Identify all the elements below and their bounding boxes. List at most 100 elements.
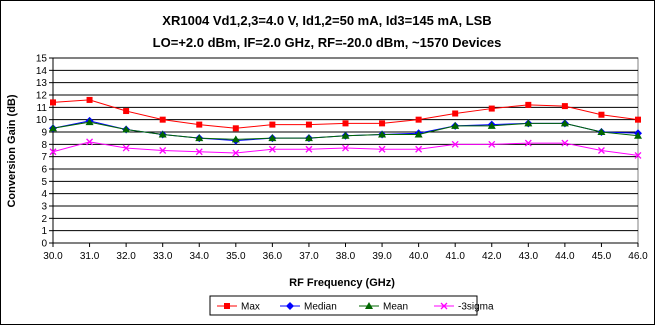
series-mean (49, 118, 642, 143)
data-point (159, 147, 167, 154)
data-point (414, 130, 423, 138)
data-point (451, 140, 459, 148)
data-point (305, 121, 312, 128)
data-point (85, 118, 94, 126)
data-point (195, 134, 204, 142)
data-point (524, 119, 533, 127)
data-point (123, 108, 130, 115)
x-tick-label: 41.0 (445, 251, 465, 262)
data-point (487, 121, 496, 129)
data-point (305, 145, 313, 153)
data-point (50, 99, 56, 106)
data-point (86, 96, 93, 103)
x-tick-label: 31.0 (80, 251, 100, 262)
data-point (415, 116, 422, 123)
data-point (561, 139, 569, 147)
data-point (231, 135, 240, 143)
data-point (452, 110, 459, 117)
data-point (122, 125, 131, 133)
data-point (635, 116, 641, 123)
x-tick-label: 34.0 (190, 251, 210, 262)
data-point (304, 134, 313, 142)
legend-label: Median (304, 302, 337, 313)
legend-marker (286, 302, 294, 310)
chart-title-line2: LO=+2.0 dBm, IF=2.0 GHz, RF=-20.0 dBm, ~… (153, 35, 502, 50)
data-point (232, 125, 239, 132)
x-tick-label: 42.0 (482, 251, 502, 262)
legend-marker (224, 303, 230, 309)
x-tick-label: 36.0 (263, 251, 283, 262)
x-axis-label: RF Frequency (GHz) (289, 277, 395, 289)
data-point (342, 144, 349, 152)
data-point (268, 134, 277, 142)
plot-area (52, 57, 639, 244)
data-point (342, 120, 349, 127)
data-point (525, 101, 532, 108)
legend-item: Max (217, 302, 260, 313)
x-tick-label: 45.0 (592, 251, 612, 262)
data-point (598, 111, 605, 118)
y-tick-label: 10 (36, 115, 48, 126)
legend-marker (440, 302, 448, 310)
data-point (378, 130, 387, 138)
x-tick-label: 40.0 (409, 251, 429, 262)
data-point (268, 145, 276, 153)
legend-item: Mean (359, 302, 408, 313)
y-tick-label: 3 (41, 202, 47, 213)
y-tick-label: 14 (36, 66, 48, 77)
series-3sigma (49, 138, 642, 159)
legend-label: Max (241, 302, 260, 313)
x-tick-label: 35.0 (226, 251, 246, 262)
x-tick-label: 39.0 (372, 251, 392, 262)
y-axis-label: Conversion Gain (dB) (6, 94, 18, 207)
y-tick-label: 12 (36, 91, 48, 102)
data-point (122, 144, 130, 152)
data-point (415, 145, 423, 153)
y-tick-label: 5 (41, 177, 47, 188)
x-tick-label: 32.0 (116, 251, 136, 262)
data-point (561, 103, 568, 110)
data-point (597, 147, 605, 154)
x-tick-label: 46.0 (628, 251, 648, 262)
legend-box (209, 295, 478, 316)
data-point (86, 138, 94, 146)
data-point (195, 148, 203, 156)
x-tick-label: 33.0 (153, 251, 173, 262)
y-tick-label: 9 (41, 128, 47, 139)
y-tick-label: 2 (41, 214, 47, 225)
y-tick-label: 13 (36, 78, 48, 89)
legend-label: Mean (383, 302, 408, 313)
data-point (159, 116, 166, 123)
data-point (634, 131, 642, 139)
data-point (232, 149, 240, 157)
data-point (488, 105, 495, 112)
data-point (269, 121, 276, 128)
chart-title-line1: XR1004 Vd1,2,3=4.0 V, Id1,2=50 mA, Id3=1… (162, 13, 491, 28)
data-point (158, 130, 167, 138)
x-tick-label: 30.0 (43, 251, 63, 262)
legend-label: -3sigma (458, 302, 494, 313)
data-point (451, 121, 460, 129)
y-tick-label: 6 (41, 165, 47, 176)
x-tick-label: 43.0 (519, 251, 539, 262)
data-point (196, 121, 203, 128)
y-tick-label: 7 (41, 152, 47, 163)
data-point (379, 120, 386, 127)
legend-item: Median (280, 302, 337, 313)
y-tick-label: 15 (36, 54, 48, 65)
data-point (341, 131, 350, 139)
legend: Max Median Mean -3sigma (209, 295, 494, 316)
data-point (49, 148, 57, 156)
data-point (49, 124, 57, 132)
series-max (50, 96, 641, 132)
data-point (378, 145, 386, 153)
y-tick-label: 8 (41, 140, 47, 151)
gridlines (53, 57, 638, 232)
x-tick-label: 38.0 (336, 251, 356, 262)
series-layer (49, 96, 642, 159)
y-tick-label: 0 (41, 239, 47, 250)
y-tick-label: 4 (41, 189, 47, 200)
